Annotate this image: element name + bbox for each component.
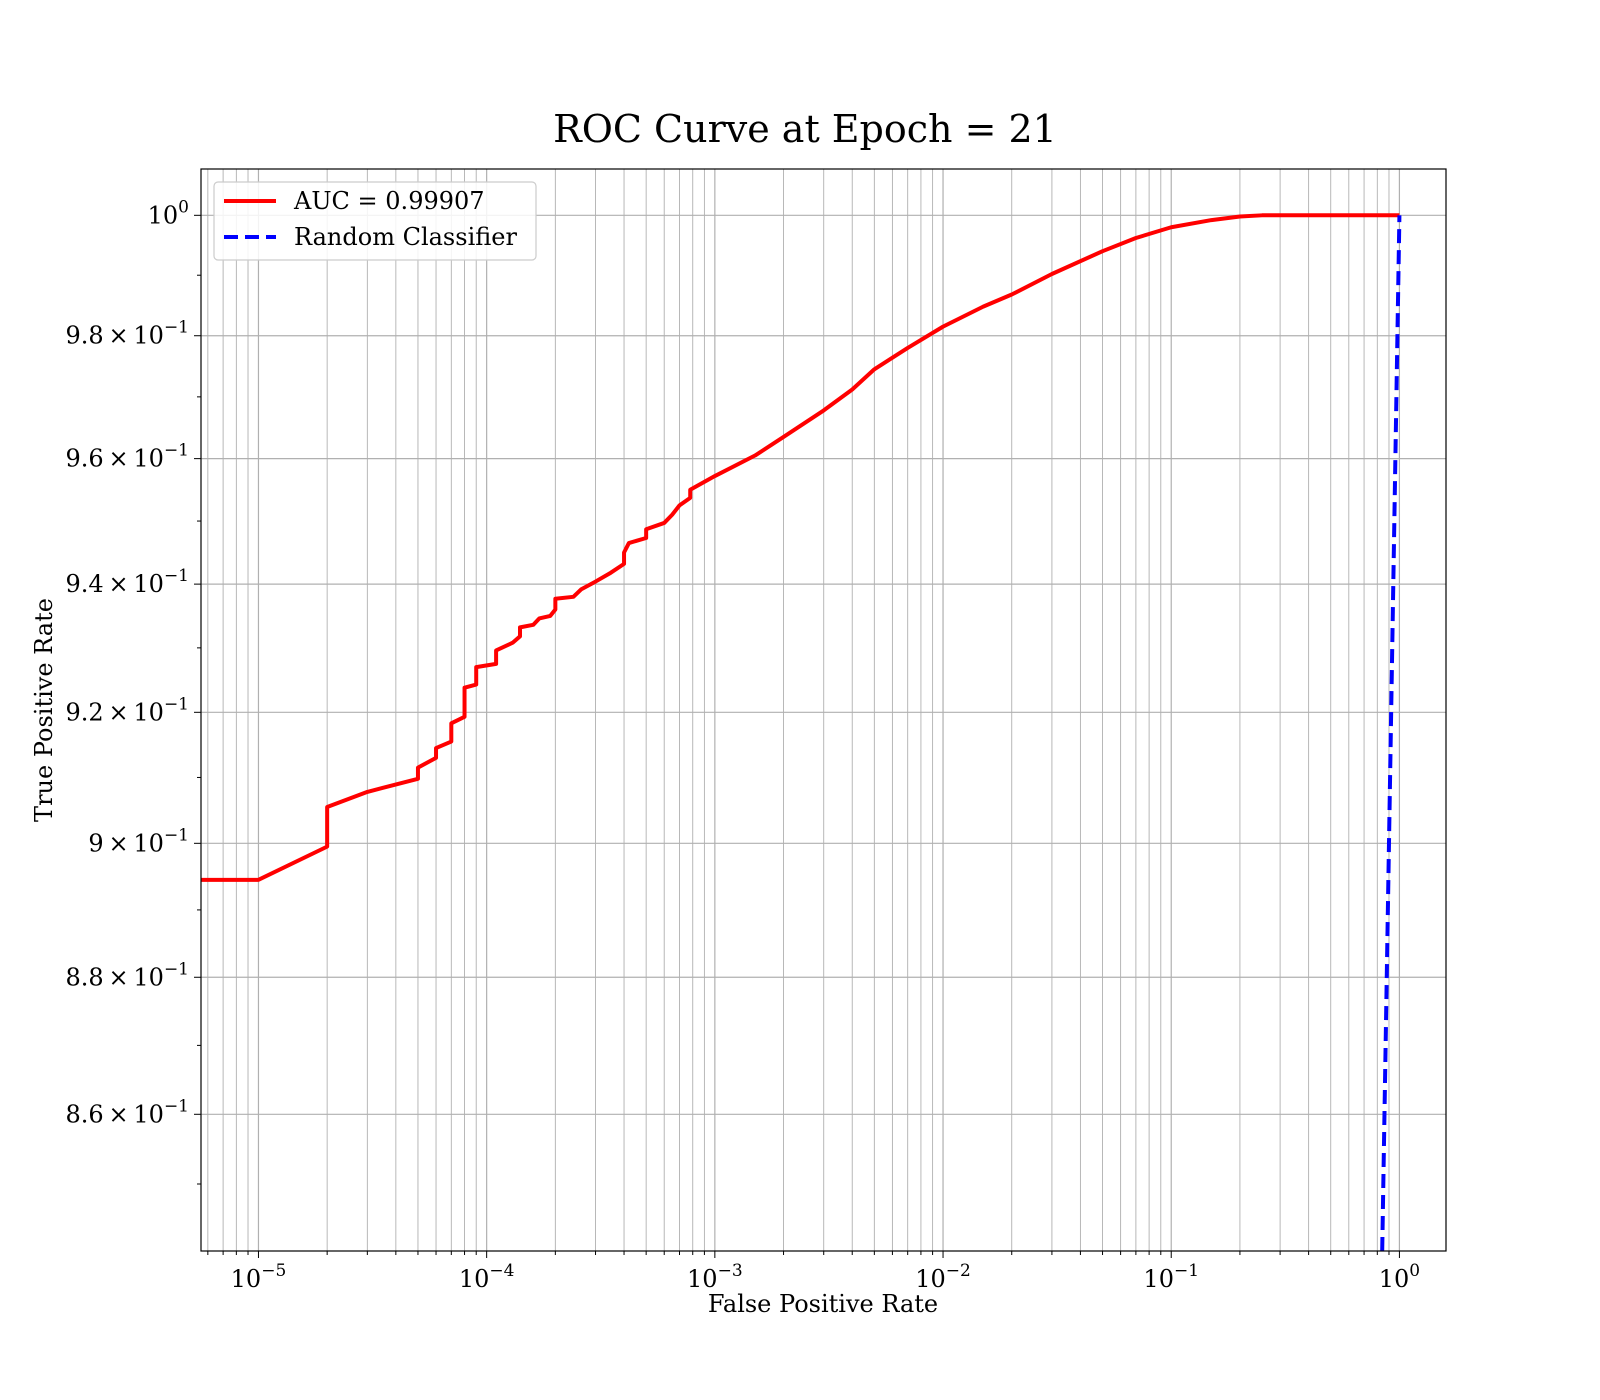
plot-area xyxy=(201,213,1402,1251)
legend-box xyxy=(213,181,537,261)
y-tick-label: 9.8 × 10−1 xyxy=(66,318,189,350)
y-tick-label: 9.6 × 10−1 xyxy=(66,441,189,473)
x-tick-label: 10−1 xyxy=(1143,1261,1199,1293)
major-grid xyxy=(201,169,1446,1251)
y-tick-label: 9 × 10−1 xyxy=(88,825,189,857)
roc-curve-line xyxy=(201,213,1400,882)
y-tick-label: 9.2 × 10−1 xyxy=(66,694,189,726)
x-tick-label: 10−5 xyxy=(231,1261,287,1293)
legend-label-auc: AUC = 0.99907 xyxy=(293,187,485,215)
legend: AUC = 0.99907 Random Classifier xyxy=(213,181,537,261)
x-axis-ticks: 10−5 10−4 10−3 10−2 10−1 100 xyxy=(207,1251,1420,1293)
minor-grid xyxy=(207,169,1390,1251)
x-axis-label: False Positive Rate xyxy=(708,1290,938,1318)
y-tick-label: 9.4 × 10−1 xyxy=(66,566,189,598)
legend-label-random: Random Classifier xyxy=(294,223,517,251)
x-tick-label: 10−3 xyxy=(687,1261,743,1293)
y-tick-label: 8.8 × 10−1 xyxy=(66,959,189,991)
y-tick-label: 8.6 × 10−1 xyxy=(66,1096,189,1128)
x-tick-label: 10−2 xyxy=(915,1261,971,1293)
x-tick-label: 100 xyxy=(1379,1261,1420,1293)
x-tick-label: 10−4 xyxy=(459,1261,515,1293)
y-axis-label: True Positive Rate xyxy=(30,598,58,822)
y-axis-ticks: 100 9.8 × 10−1 9.6 × 10−1 9.4 × 10−1 9.2 × 1… xyxy=(66,197,201,1185)
y-tick-label: 100 xyxy=(148,197,189,229)
chart-title: ROC Curve at Epoch = 21 xyxy=(553,107,1057,151)
random-classifier-line xyxy=(1380,215,1402,1251)
